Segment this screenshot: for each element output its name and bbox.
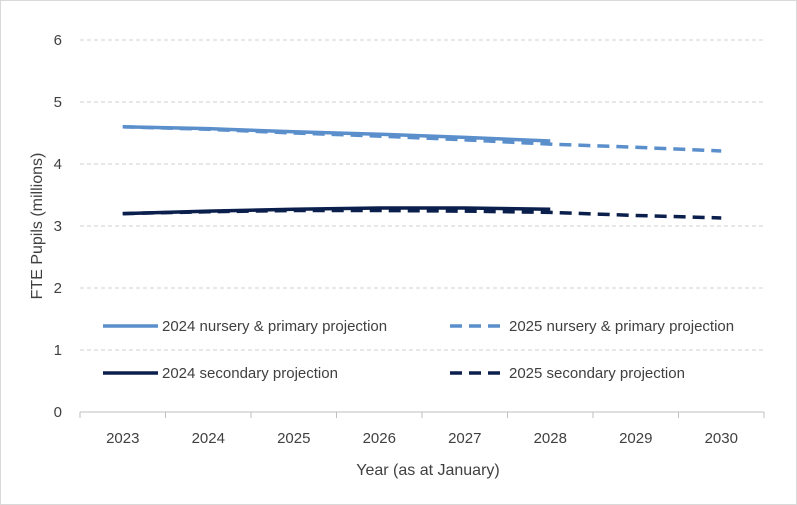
gridlines bbox=[80, 39, 764, 351]
legend-label: 2024 secondary projection bbox=[162, 365, 338, 382]
x-tick-label: 2029 bbox=[619, 430, 652, 447]
axes bbox=[79, 411, 765, 418]
x-axis-title: Year (as at January) bbox=[356, 462, 499, 479]
series-lines bbox=[122, 125, 722, 220]
y-tick-label: 5 bbox=[54, 94, 62, 111]
y-tick-label: 2 bbox=[54, 280, 62, 297]
y-tick-label: 6 bbox=[54, 32, 62, 49]
x-tick-label: 2030 bbox=[705, 430, 738, 447]
legend-label: 2025 nursery & primary projection bbox=[509, 318, 734, 335]
legend-label: 2025 secondary projection bbox=[509, 365, 685, 382]
x-tick-label: 2027 bbox=[448, 430, 481, 447]
x-tick-label: 2023 bbox=[106, 430, 139, 447]
y-axis-title: FTE Pupils (millions) bbox=[29, 153, 46, 300]
y-tick-label: 1 bbox=[54, 342, 62, 359]
series-line-4 bbox=[122, 208, 722, 220]
series-line-3 bbox=[122, 206, 551, 216]
y-tick-label: 4 bbox=[54, 156, 62, 173]
legend: 2024 nursery & primary projection 2025 nu… bbox=[103, 318, 734, 382]
y-tick-labels: 0 1 2 3 4 5 6 bbox=[54, 32, 62, 421]
x-tick-labels: 2023 2024 2025 2026 2027 2028 2029 2030 bbox=[106, 430, 738, 447]
x-tick-label: 2024 bbox=[192, 430, 225, 447]
legend-label: 2024 nursery & primary projection bbox=[162, 318, 387, 335]
series-line-2 bbox=[122, 125, 722, 153]
y-tick-label: 3 bbox=[54, 218, 62, 235]
x-tick-label: 2025 bbox=[277, 430, 310, 447]
x-tick-label: 2026 bbox=[363, 430, 396, 447]
y-tick-label: 0 bbox=[54, 404, 62, 421]
x-tick-label: 2028 bbox=[534, 430, 567, 447]
